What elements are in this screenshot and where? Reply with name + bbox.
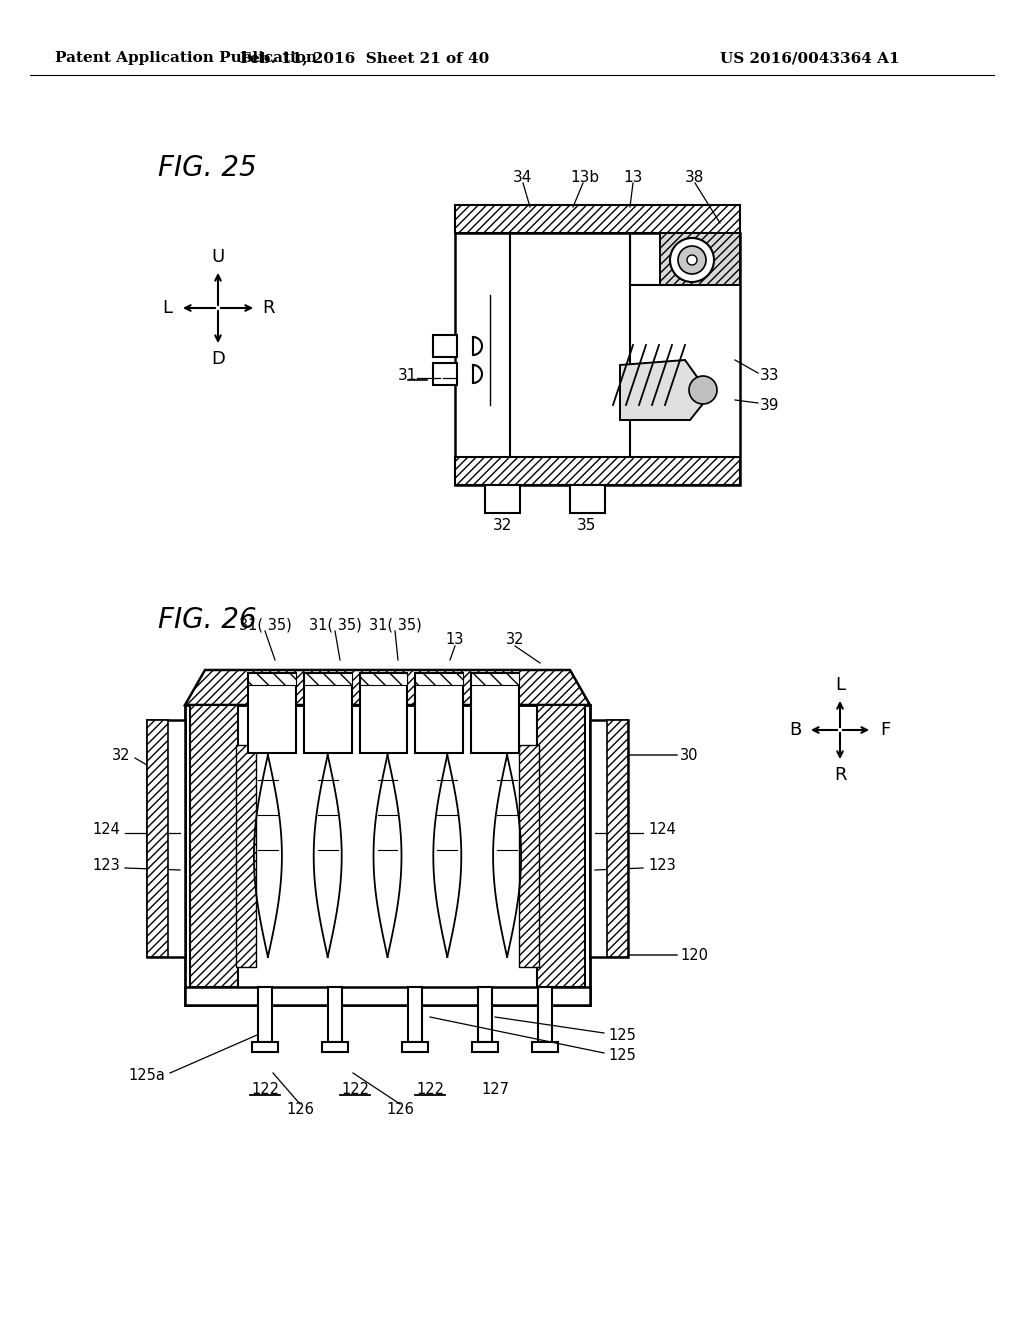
Bar — [304, 673, 351, 685]
Text: 34: 34 — [513, 169, 532, 185]
Bar — [258, 987, 272, 1041]
Text: 13: 13 — [624, 169, 643, 185]
Bar — [416, 673, 463, 752]
Bar — [147, 719, 168, 957]
Bar — [478, 987, 492, 1041]
Bar — [607, 719, 628, 957]
Bar — [359, 673, 408, 685]
Bar — [359, 673, 408, 752]
Bar — [236, 744, 256, 968]
Bar — [433, 335, 457, 356]
Text: R: R — [834, 766, 846, 784]
Text: 38: 38 — [685, 169, 705, 185]
Circle shape — [689, 376, 717, 404]
Text: 123: 123 — [648, 858, 676, 873]
Text: 13b: 13b — [570, 169, 600, 185]
Bar — [190, 705, 238, 987]
Text: 31( 35): 31( 35) — [369, 618, 421, 632]
Text: US 2016/0043364 A1: US 2016/0043364 A1 — [720, 51, 900, 65]
Text: 123: 123 — [92, 858, 120, 873]
Text: 13: 13 — [445, 632, 464, 648]
Bar — [248, 673, 296, 752]
Bar — [408, 987, 422, 1041]
Bar — [322, 1041, 348, 1052]
Bar — [328, 987, 342, 1041]
Text: 124: 124 — [92, 822, 120, 837]
Bar — [538, 987, 552, 1041]
Text: 125a: 125a — [128, 1068, 165, 1082]
Text: 31: 31 — [397, 367, 417, 383]
Text: 120: 120 — [680, 948, 708, 962]
Bar — [147, 719, 185, 957]
Bar — [185, 705, 590, 1005]
Bar — [485, 484, 520, 513]
Text: U: U — [211, 248, 224, 267]
Text: L: L — [162, 300, 172, 317]
Polygon shape — [660, 234, 740, 285]
Bar — [402, 1041, 428, 1052]
Text: 122: 122 — [416, 1082, 444, 1097]
Text: 124: 124 — [648, 822, 676, 837]
Circle shape — [670, 238, 714, 282]
Text: FIG. 26: FIG. 26 — [158, 606, 257, 634]
Text: 125: 125 — [608, 1027, 636, 1043]
Text: 31( 35): 31( 35) — [239, 618, 292, 632]
Bar — [185, 987, 590, 1005]
Text: 32: 32 — [112, 747, 130, 763]
Text: B: B — [788, 721, 801, 739]
Bar — [471, 673, 519, 752]
Text: L: L — [835, 676, 845, 694]
Text: FIG. 25: FIG. 25 — [158, 154, 257, 182]
Bar — [455, 457, 740, 484]
Bar — [590, 719, 628, 957]
Text: D: D — [211, 350, 225, 368]
Text: 125: 125 — [608, 1048, 636, 1063]
Bar — [532, 1041, 558, 1052]
Bar — [416, 673, 463, 685]
Text: Patent Application Publication: Patent Application Publication — [55, 51, 317, 65]
Text: 126: 126 — [386, 1102, 414, 1118]
Text: 32: 32 — [506, 632, 524, 648]
Circle shape — [678, 246, 706, 275]
Text: F: F — [880, 721, 890, 739]
Polygon shape — [185, 671, 590, 705]
Text: 122: 122 — [251, 1082, 279, 1097]
Text: 33: 33 — [760, 367, 779, 383]
Bar — [537, 705, 585, 987]
Text: 30: 30 — [680, 747, 698, 763]
Bar — [519, 744, 539, 968]
Text: 39: 39 — [760, 397, 779, 412]
Bar — [304, 673, 351, 752]
Text: 127: 127 — [481, 1082, 509, 1097]
Bar — [471, 673, 519, 685]
Text: 35: 35 — [578, 517, 597, 532]
Circle shape — [687, 255, 697, 265]
Bar — [570, 484, 605, 513]
Polygon shape — [620, 360, 710, 420]
Text: 122: 122 — [341, 1082, 369, 1097]
Bar — [252, 1041, 278, 1052]
Text: 126: 126 — [286, 1102, 314, 1118]
Text: 31( 35): 31( 35) — [308, 618, 361, 632]
Text: Feb. 11, 2016  Sheet 21 of 40: Feb. 11, 2016 Sheet 21 of 40 — [241, 51, 489, 65]
Bar — [455, 234, 740, 484]
Bar — [433, 363, 457, 385]
Text: R: R — [263, 300, 275, 317]
Bar — [248, 673, 296, 685]
Text: 32: 32 — [493, 517, 512, 532]
Bar — [472, 1041, 498, 1052]
Bar — [455, 205, 740, 234]
